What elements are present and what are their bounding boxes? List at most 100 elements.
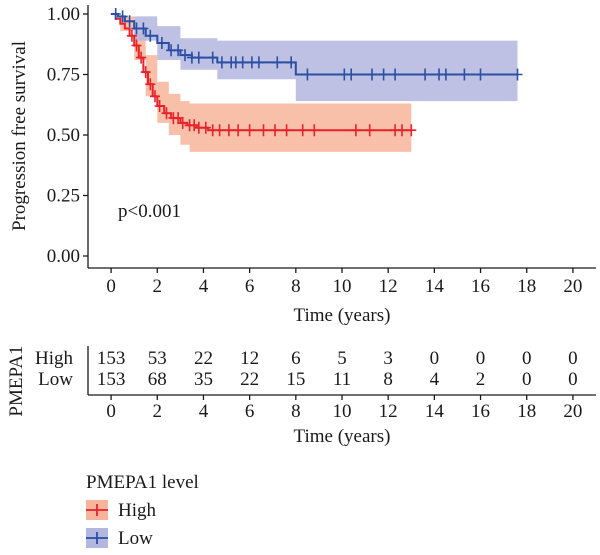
censor-mark-low <box>390 68 401 81</box>
legend-label-high: High <box>118 500 157 521</box>
risk-count-high: 153 <box>97 348 126 369</box>
y-tick-label: 0.50 <box>47 125 80 146</box>
risk-count-high: 0 <box>476 348 486 369</box>
censor-mark-low <box>420 68 431 81</box>
x-axis-ticks: 0 2 4 6 8 10 12 14 16 18 20 <box>106 268 582 297</box>
censor-mark-high <box>150 90 160 103</box>
censor-mark-high <box>214 124 225 137</box>
censor-mark-high <box>131 39 142 52</box>
censor-mark-low <box>124 15 135 28</box>
risk-count-low: 35 <box>194 369 213 390</box>
y-axis-ticks: 0.00 0.25 0.50 0.75 1.00 <box>47 4 88 267</box>
censor-mark-low <box>193 51 204 64</box>
risk-count-high: 12 <box>240 348 259 369</box>
x-tick-label: 12 <box>379 276 398 297</box>
risk-count-low: 4 <box>430 369 440 390</box>
censor-mark-low <box>117 10 128 23</box>
risk-count-high: 0 <box>568 348 578 369</box>
censor-mark-high <box>258 124 269 137</box>
x-tick-label: 8 <box>291 276 301 297</box>
x-tick-label: 18 <box>517 276 536 297</box>
x-tick-label: 14 <box>425 276 445 297</box>
risk-count-low: 22 <box>240 369 259 390</box>
censor-mark-high <box>281 124 292 137</box>
risk-x-tick-label: 14 <box>425 401 445 422</box>
censor-mark-high <box>161 107 172 120</box>
censor-mark-low <box>302 68 313 81</box>
censor-mark-high <box>397 124 407 137</box>
censor-mark-low <box>512 68 523 81</box>
risk-x-axis-label: Time (years) <box>294 426 391 447</box>
x-tick-label: 2 <box>153 276 163 297</box>
censor-mark-low <box>216 56 227 69</box>
confidence-bands <box>111 14 518 152</box>
censor-mark-low <box>156 37 167 49</box>
censor-mark-low <box>180 49 190 62</box>
risk-x-tick-label: 12 <box>379 401 398 422</box>
censor-mark-low <box>440 68 451 81</box>
censor-mark-low <box>286 56 297 69</box>
y-tick-label: 1.00 <box>47 4 80 25</box>
risk-count-low: 153 <box>97 369 126 390</box>
censor-mark-low <box>346 68 357 81</box>
censor-mark-low <box>459 68 470 81</box>
censor-mark-high <box>270 124 280 137</box>
legend-title: PMEPA1 level <box>86 472 199 493</box>
risk-count-high: 53 <box>148 348 167 369</box>
ci-band-low <box>111 14 518 102</box>
risk-count-high: 3 <box>383 348 393 369</box>
risk-count-low: 0 <box>522 369 532 390</box>
censor-mark-high <box>364 124 375 137</box>
y-tick-label: 0.00 <box>47 246 80 267</box>
censor-mark-high <box>154 100 165 112</box>
x-tick-label: 20 <box>563 276 582 297</box>
censor-mark-low <box>253 56 264 69</box>
censor-mark-high <box>223 124 234 137</box>
x-tick-label: 4 <box>199 276 209 297</box>
risk-count-low: 8 <box>383 369 393 390</box>
y-tick-label: 0.25 <box>47 186 80 207</box>
legend-label-low: Low <box>118 528 153 549</box>
censor-mark-high <box>350 124 361 137</box>
risk-x-tick-label: 8 <box>291 401 301 422</box>
censor-mark-high <box>136 51 147 64</box>
censor-mark-high <box>177 116 188 129</box>
risk-x-tick-label: 18 <box>517 401 536 422</box>
risk-count-low: 11 <box>333 369 351 390</box>
risk-count-low: 15 <box>286 369 305 390</box>
x-tick-label: 16 <box>471 276 490 297</box>
risk-table-group-label: PMEPA1 <box>6 345 27 416</box>
censor-mark-high <box>244 124 255 137</box>
p-value-annotation: p<0.001 <box>118 201 181 222</box>
risk-count-high: 0 <box>430 348 440 369</box>
risk-x-tick-label: 20 <box>563 401 582 422</box>
censor-mark-low <box>145 29 156 42</box>
censor-mark-low <box>237 56 248 69</box>
risk-row-label-high: High <box>35 348 74 369</box>
risk-count-high: 5 <box>337 348 347 369</box>
risk-count-low: 68 <box>148 369 167 390</box>
y-axis-label: Progression free survival <box>9 41 30 231</box>
km-plot: 0.00 0.25 0.50 0.75 1.00 0 2 4 6 8 10 12 14 16 18 20 P… <box>9 4 596 326</box>
censor-mark-high <box>140 66 151 79</box>
risk-count-high: 0 <box>522 348 532 369</box>
risk-count-high: 6 <box>291 348 301 369</box>
risk-x-tick-label: 16 <box>471 401 490 422</box>
censor-mark-high <box>406 124 417 137</box>
risk-x-tick-label: 10 <box>333 401 352 422</box>
censor-mark-low <box>475 68 486 81</box>
risk-count-low: 2 <box>476 369 486 390</box>
censor-mark-high <box>126 29 137 42</box>
x-axis-label: Time (years) <box>294 305 391 326</box>
censor-mark-high <box>189 119 200 132</box>
censor-mark-low <box>138 22 149 35</box>
ci-band-high <box>111 14 412 152</box>
y-tick-label: 0.75 <box>47 65 80 86</box>
risk-row-label-low: Low <box>38 369 73 390</box>
censor-mark-high <box>200 121 211 134</box>
censor-mark-low <box>173 44 184 57</box>
risk-x-tick-label: 2 <box>153 401 163 422</box>
